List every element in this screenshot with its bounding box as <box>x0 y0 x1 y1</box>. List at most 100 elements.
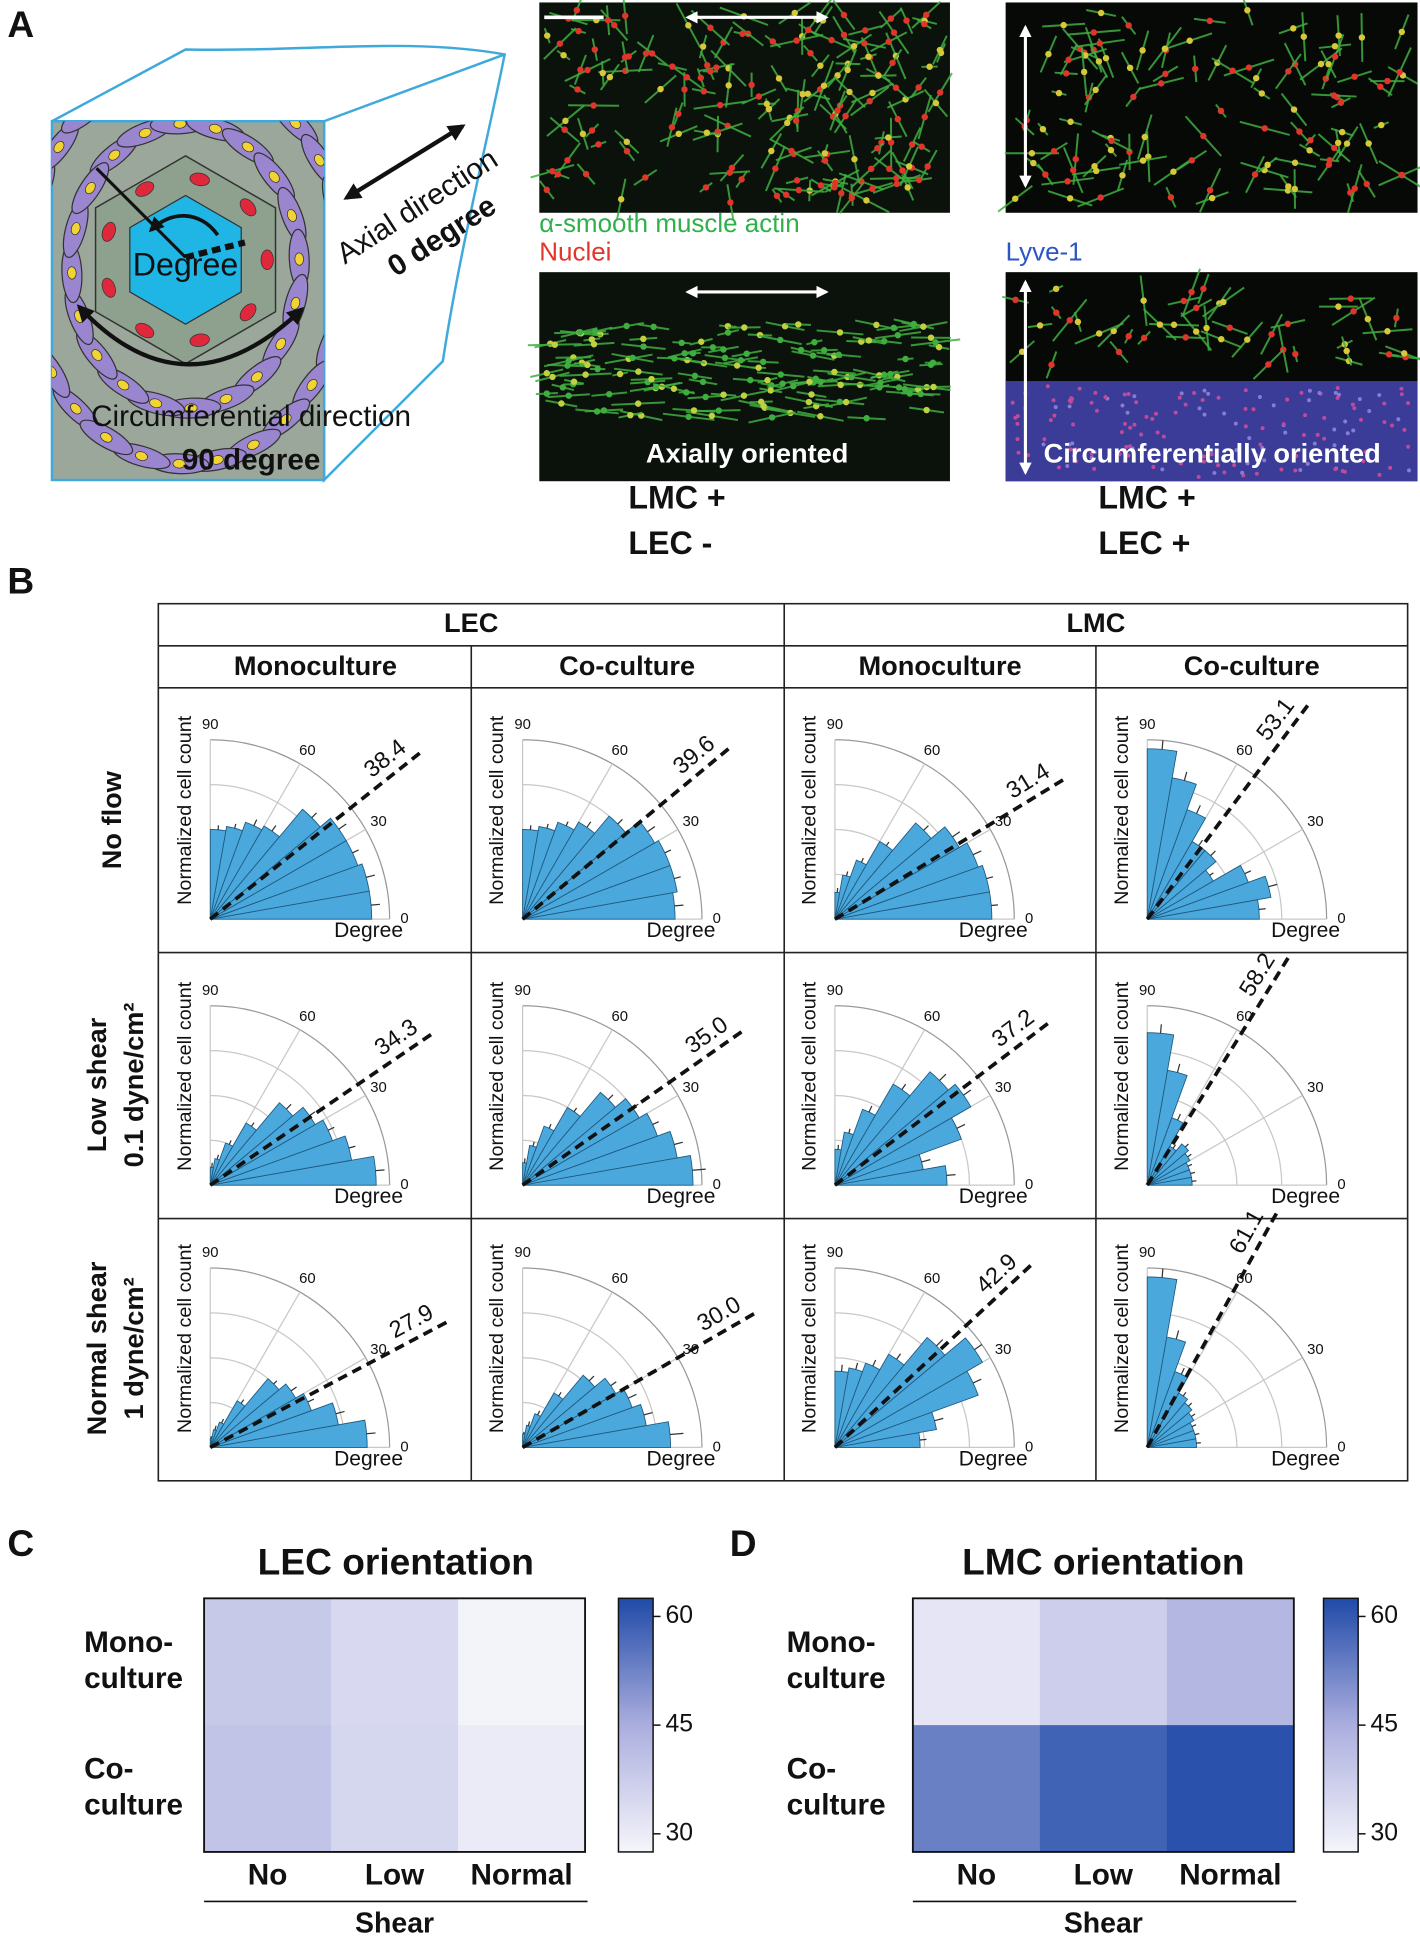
cell-nucleus <box>893 180 901 188</box>
error-bar <box>527 1421 531 1426</box>
cell-nucleus <box>650 323 657 331</box>
lec-nucleus <box>1298 468 1303 472</box>
group-header: LMC <box>1066 607 1125 638</box>
lec-nucleus <box>1232 463 1237 468</box>
cell-nucleus <box>867 165 875 173</box>
cell-nucleus <box>561 126 568 133</box>
row-header: 0.1 dyne/cm² <box>118 1003 149 1168</box>
x-axis-label: Shear <box>1064 1907 1143 1939</box>
mean-line <box>833 777 1066 921</box>
cell-nucleus <box>793 177 801 184</box>
mean-label: 35.0 <box>680 1011 732 1059</box>
lec-nucleus <box>1340 469 1345 474</box>
rose-bar <box>210 1383 297 1448</box>
cell-nucleus <box>1182 334 1189 341</box>
cell-nucleus <box>1028 150 1036 157</box>
error-bar <box>952 831 961 838</box>
error-bar <box>588 1375 595 1382</box>
error-bar <box>307 1398 315 1403</box>
rose-bar <box>522 1125 555 1186</box>
cell-nucleus <box>1167 194 1175 201</box>
rose-bar <box>522 1144 537 1186</box>
cell-nucleus <box>1378 121 1385 129</box>
lec-nucleus <box>1015 421 1020 426</box>
error-bar <box>240 1399 245 1404</box>
error-bar <box>221 1418 225 1424</box>
error-bar <box>1198 839 1204 847</box>
lec-nucleus <box>1177 395 1182 400</box>
cell-nucleus <box>1095 330 1103 337</box>
cell-nucleus <box>53 141 65 153</box>
cell-nucleus <box>918 143 925 150</box>
cell-nucleus <box>697 74 705 82</box>
error-bar <box>872 1359 877 1367</box>
error-bar <box>250 1122 255 1127</box>
lec-nucleus <box>1074 459 1078 464</box>
lec-nucleus <box>1247 436 1252 441</box>
error-bar <box>375 1169 385 1172</box>
row-label: Co- <box>84 1753 133 1786</box>
polar-ring <box>210 739 391 920</box>
cell-nucleus <box>1070 166 1077 174</box>
lec-nucleus <box>1173 410 1178 415</box>
lec-nucleus <box>1042 437 1047 442</box>
error-bar <box>290 1386 297 1392</box>
angle-tick-label: 30 <box>1307 1080 1323 1096</box>
cell-nucleus <box>1291 185 1299 193</box>
cell-nucleus <box>915 176 923 184</box>
error-bar <box>991 904 999 907</box>
cell-nucleus <box>1377 83 1384 90</box>
y-axis-label: Normalized cell count <box>174 981 196 1171</box>
cell-nucleus <box>1217 107 1225 115</box>
cell-nucleus <box>936 46 944 54</box>
lec-nucleus <box>1367 409 1372 414</box>
lec-nucleus <box>1254 471 1259 476</box>
lec-nucleus <box>1332 427 1337 432</box>
cell-nucleus <box>591 46 599 53</box>
cell-nucleus <box>863 197 870 204</box>
cell-nucleus <box>1091 163 1098 170</box>
polar-ring <box>834 739 1015 920</box>
cell-nucleus <box>1331 144 1338 152</box>
y-axis-label: Normalized cell count <box>174 1243 196 1433</box>
cell-nucleus <box>208 123 222 134</box>
image-label: Circumferentially oriented <box>1044 437 1381 468</box>
cell-body <box>17 297 55 360</box>
lec-nucleus <box>1092 450 1097 455</box>
cell-nucleus <box>932 99 940 107</box>
lec-nucleus <box>1144 414 1149 419</box>
cell-nucleus <box>1200 132 1207 140</box>
heatmap-title: LMC orientation <box>962 1541 1244 1583</box>
cell-nucleus <box>67 266 77 280</box>
error-bar <box>855 1362 859 1370</box>
cell-nucleus <box>927 361 935 368</box>
angle-tick-label: 90 <box>514 717 530 733</box>
rose-bar <box>834 826 960 920</box>
lec-nucleus <box>1254 457 1259 462</box>
angle-tick-label: 30 <box>995 1342 1011 1358</box>
lec-nucleus <box>1124 444 1129 449</box>
cell-nucleus <box>294 252 304 266</box>
cell-nucleus <box>1398 28 1406 36</box>
cell-nucleus <box>768 414 776 421</box>
cell-nucleus <box>1145 153 1152 160</box>
lec-nucleus <box>1382 401 1387 406</box>
cell-nucleus <box>873 321 880 329</box>
condition: LEC - <box>628 525 712 561</box>
cell-nucleus <box>699 43 707 50</box>
cell-nucleus <box>905 163 913 170</box>
heatmap-frame <box>911 1597 1295 1853</box>
lec-nucleus <box>1251 407 1256 412</box>
cell-nucleus <box>1074 318 1082 326</box>
cell-nucleus <box>807 49 814 57</box>
angle-tick-label: 90 <box>514 1245 530 1261</box>
cell-nucleus <box>821 157 829 164</box>
cell-nucleus <box>861 40 868 47</box>
degree-arc <box>148 214 220 237</box>
lec-nucleus <box>1222 470 1227 475</box>
cell-nucleus <box>755 364 762 371</box>
cell-nucleus <box>173 121 187 129</box>
cell-nucleus <box>863 415 870 422</box>
lec-nucleus <box>1200 397 1205 402</box>
